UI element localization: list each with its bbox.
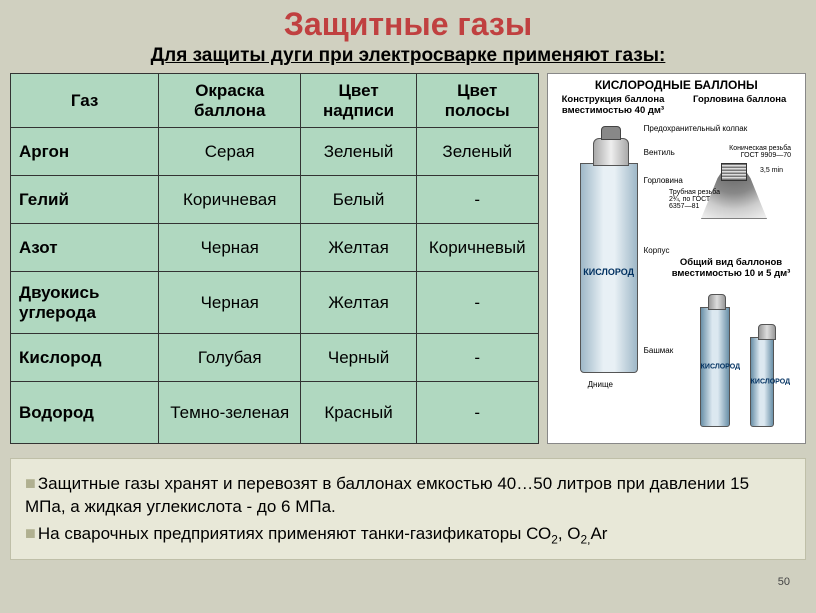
cylinder-diagram: КИСЛОРОДНЫЕ БАЛЛОНЫ Конструкция баллона …	[547, 73, 806, 444]
page-subtitle: Для защиты дуги при электросварке примен…	[0, 45, 816, 73]
callout-body: Корпус	[644, 247, 670, 255]
large-cylinder-label: КИСЛОРОД	[580, 267, 638, 277]
footer-text-2a: На сварочных предприятиях применяют танк…	[38, 524, 551, 543]
callout-neck: Горловина	[644, 177, 683, 185]
small-cylinder-10-icon: КИСЛОРОД	[700, 307, 730, 427]
cell: Черный	[301, 334, 417, 382]
cell: Желтая	[301, 272, 417, 334]
cell: Коричневая	[159, 176, 301, 224]
callout-valve: Вентиль	[644, 149, 675, 157]
footer-text-1: Защитные газы хранят и перевозят в балло…	[25, 474, 749, 516]
cell-gas: Водород	[11, 382, 159, 444]
col-stripe-color: Цвет полосы	[416, 74, 538, 128]
cell: Серая	[159, 128, 301, 176]
bullet-icon: ■	[25, 473, 36, 493]
table-row: Азот Черная Желтая Коричневый	[11, 224, 539, 272]
callout-cap: Предохранительный колпак	[644, 125, 748, 133]
bullet-icon: ■	[25, 523, 36, 543]
cell: Красный	[301, 382, 417, 444]
col-label-color: Цвет надписи	[301, 74, 417, 128]
table-row: Водород Темно-зеленая Красный -	[11, 382, 539, 444]
cylinder-drawings: КИСЛОРОД Предохранительный колпак Вентил…	[552, 117, 801, 437]
common-view-caption: Общий вид баллонов вместимостью 10 и 5 д…	[667, 257, 795, 280]
diagram-left-caption: Конструкция баллона вместимостью 40 дм³	[552, 94, 675, 117]
cell: Желтая	[301, 224, 417, 272]
table-row: Двуокись углерода Черная Желтая -	[11, 272, 539, 334]
cell: Белый	[301, 176, 417, 224]
callout-dim: 3,5 min	[760, 167, 783, 174]
small-cylinder-5-label: КИСЛОРОД	[751, 378, 773, 385]
cell: Коричневый	[416, 224, 538, 272]
sub-co2: 2	[551, 532, 558, 546]
footer-line-2: ■На сварочных предприятиях применяют тан…	[25, 521, 791, 547]
cell-gas: Азот	[11, 224, 159, 272]
cell: -	[416, 382, 538, 444]
neck-thread-icon	[721, 163, 747, 181]
page-number: 50	[778, 576, 790, 588]
table-row: Аргон Серая Зеленый Зеленый	[11, 128, 539, 176]
footer-notes: ■Защитные газы хранят и перевозят в балл…	[10, 458, 806, 560]
table-row: Гелий Коричневая Белый -	[11, 176, 539, 224]
content-row: Газ Окраска баллона Цвет надписи Цвет по…	[0, 73, 816, 444]
neck-diagram: Коническая резьба ГОСТ 9909—70 Трубная р…	[679, 161, 789, 219]
cell: Темно-зеленая	[159, 382, 301, 444]
footer-line-1: ■Защитные газы хранят и перевозят в балл…	[25, 471, 791, 519]
page-title: Защитные газы	[0, 0, 816, 45]
footer-text-2b: , О	[558, 524, 581, 543]
callout-bottom: Днище	[588, 381, 613, 389]
cell: Черная	[159, 272, 301, 334]
cell: -	[416, 334, 538, 382]
col-cylinder-color: Окраска баллона	[159, 74, 301, 128]
cell: -	[416, 176, 538, 224]
callout-pipe-thread: Трубная резьба 2¾, по ГОСТ 6357—81	[669, 189, 727, 210]
small-cylinder-10-label: КИСЛОРОД	[701, 363, 729, 370]
cell-gas: Двуокись углерода	[11, 272, 159, 334]
diagram-right-caption: Горловина баллона	[678, 94, 801, 117]
callout-cone-thread: Коническая резьба ГОСТ 9909—70	[721, 145, 791, 159]
col-gas: Газ	[11, 74, 159, 128]
cell-gas: Аргон	[11, 128, 159, 176]
diagram-title: КИСЛОРОДНЫЕ БАЛЛОНЫ	[552, 78, 801, 92]
cell: Голубая	[159, 334, 301, 382]
cell: Зеленый	[416, 128, 538, 176]
footer-text-2c: Аr	[590, 524, 607, 543]
cell-gas: Кислород	[11, 334, 159, 382]
cell-gas: Гелий	[11, 176, 159, 224]
table-header-row: Газ Окраска баллона Цвет надписи Цвет по…	[11, 74, 539, 128]
cell: Черная	[159, 224, 301, 272]
small-cylinder-5-icon: КИСЛОРОД	[750, 337, 774, 427]
sub-o2: 2,	[581, 532, 591, 546]
gases-table: Газ Окраска баллона Цвет надписи Цвет по…	[10, 73, 539, 444]
callout-ring: Башмак	[644, 347, 674, 355]
table-row: Кислород Голубая Черный -	[11, 334, 539, 382]
cell: Зеленый	[301, 128, 417, 176]
cell: -	[416, 272, 538, 334]
